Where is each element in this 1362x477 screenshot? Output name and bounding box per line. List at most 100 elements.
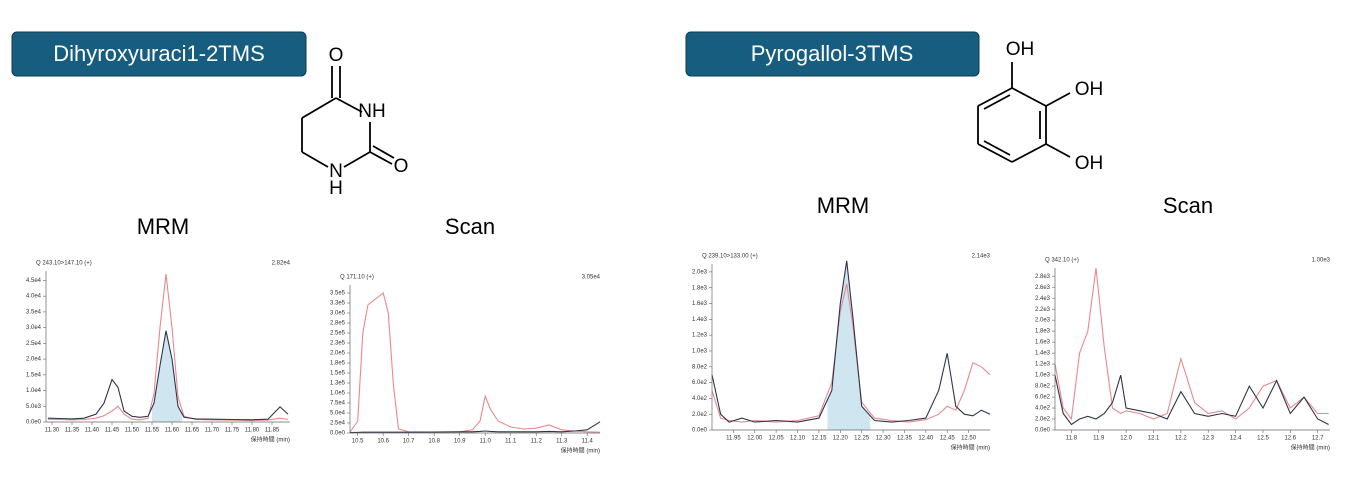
y-tick-label: 2.5e4	[330, 421, 346, 427]
y-tick-label: 1.2e3	[692, 333, 708, 339]
y-tick-label: 2.0e4	[26, 357, 42, 363]
y-tick-label: 2.5e4	[26, 341, 42, 347]
y-tick-label: 4.0e2	[692, 396, 708, 402]
x-tick-label: 12.5	[1257, 436, 1269, 442]
y-tick-label: 1.0e3	[1035, 373, 1051, 379]
y-tick-label: 2.4e3	[1035, 296, 1051, 302]
y-tick-label: 6.0e2	[692, 380, 708, 386]
x-tick-label: 12.4	[1230, 436, 1242, 442]
compound-label-box	[685, 31, 980, 77]
y-tick-label: 4.5e4	[26, 278, 42, 284]
atom: OH	[1075, 153, 1104, 174]
x-tick-label: 12.50	[961, 436, 977, 442]
x-tick-label: 11.95	[726, 436, 741, 442]
x-tick-label: 11.30	[45, 428, 60, 434]
compound-label-box	[11, 31, 307, 77]
y-tick-label: 2.0e2	[1035, 417, 1051, 423]
x-tick-label: 11.8	[1066, 436, 1078, 442]
x-tick-label: 11.4	[582, 439, 594, 445]
y-tick-label: 1.0e5	[330, 391, 346, 397]
y-tick-label: 2.5e5	[330, 331, 346, 337]
trace	[711, 260, 991, 423]
compound-name: Pyrogallol-3TMS	[751, 41, 914, 66]
x-tick-label: 11.9	[1093, 436, 1105, 442]
atom: N	[329, 161, 343, 182]
y-tick-label: 7.5e4	[330, 401, 346, 407]
x-tick-label: 12.7	[1312, 436, 1324, 442]
y-tick-label: 1.5e4	[26, 372, 42, 378]
y-tick-label: 1.0e4	[26, 388, 42, 394]
x-tick-label: 11.35	[65, 428, 80, 434]
x-tick-label: 12.2	[1175, 436, 1187, 442]
y-tick-label: 2.2e3	[1035, 307, 1051, 313]
atom: O	[329, 45, 344, 66]
ion-label: Q 243.10>147.10 (+)	[36, 261, 92, 267]
x-tick-label: 11.1	[505, 439, 517, 445]
trace	[1054, 374, 1329, 426]
molecule: O NH O N H	[301, 45, 408, 199]
y-tick-label: 1.8e5	[330, 361, 346, 367]
ion-label: Q 342.10 (+)	[1045, 258, 1079, 264]
y-tick-label: 3.0e5	[330, 311, 346, 317]
x-tick-label: 11.70	[205, 428, 220, 434]
y-tick-label: 1.2e3	[1035, 362, 1051, 368]
x-tick-label: 11.75	[225, 428, 240, 434]
x-tick-label: 12.6	[1284, 436, 1296, 442]
trace	[1054, 267, 1329, 421]
trace	[349, 421, 601, 434]
x-tick-label: 12.1	[1148, 436, 1160, 442]
x-tick-label: 10.5	[352, 439, 364, 445]
ion-label: Q 171.10 (+)	[340, 275, 374, 281]
trace	[349, 292, 601, 433]
x-tick-label: 12.25	[854, 436, 870, 442]
y-tick-label: 0.0e0	[692, 428, 708, 434]
x-tick-label: 11.0	[480, 439, 492, 445]
atom: H	[329, 178, 343, 199]
x-tick-label: 11.2	[531, 439, 543, 445]
x-tick-label: 11.45	[105, 428, 120, 434]
max-intensity: 3.05e4	[582, 275, 601, 281]
y-tick-label: 5.0e4	[330, 411, 346, 417]
x-tick-label: 10.7	[403, 439, 415, 445]
x-tick-label: 11.80	[245, 428, 260, 434]
y-tick-label: 3.0e4	[26, 325, 42, 331]
y-tick-label: 4.0e2	[1035, 406, 1051, 412]
y-tick-label: 3.5e4	[26, 309, 42, 315]
x-axis-label: 保持時間 (min)	[251, 436, 290, 444]
y-tick-label: 3.5e5	[330, 291, 346, 297]
x-tick-label: 10.9	[454, 439, 466, 445]
y-tick-label: 2.8e5	[330, 321, 346, 327]
x-tick-label: 12.0	[1120, 436, 1132, 442]
y-tick-label: 1.5e5	[330, 371, 346, 377]
integrated-area	[152, 330, 182, 422]
y-tick-label: 1.8e3	[692, 285, 708, 291]
y-tick-label: 2.0e5	[330, 351, 346, 357]
y-tick-label: 1.3e5	[330, 381, 346, 387]
y-tick-label: 2.0e3	[692, 269, 708, 275]
y-tick-label: 0.0e0	[26, 420, 42, 426]
mode-label: MRM	[817, 193, 870, 218]
y-tick-label: 4.0e4	[26, 294, 42, 300]
x-tick-label: 11.85	[265, 428, 280, 434]
x-tick-label: 11.60	[165, 428, 180, 434]
x-tick-label: 11.55	[145, 428, 160, 434]
x-tick-label: 11.40	[85, 428, 100, 434]
x-tick-label: 12.40	[918, 436, 934, 442]
y-tick-label: 1.8e3	[1035, 329, 1051, 335]
x-axis-label: 保持時間 (min)	[951, 444, 990, 452]
y-tick-label: 6.0e2	[1035, 395, 1051, 401]
y-tick-label: 8.0e2	[1035, 384, 1051, 390]
y-tick-label: 1.6e3	[692, 301, 708, 307]
x-tick-label: 12.10	[790, 436, 806, 442]
y-tick-label: 0.0e0	[330, 431, 346, 437]
x-tick-label: 12.20	[833, 436, 849, 442]
y-tick-label: 2.8e3	[1035, 274, 1051, 280]
mode-label: Scan	[445, 214, 495, 239]
x-axis-label: 保持時間 (min)	[1291, 444, 1330, 452]
trace	[47, 330, 289, 421]
x-tick-label: 11.50	[125, 428, 140, 434]
y-tick-label: 1.4e3	[692, 317, 708, 323]
x-tick-label: 12.15	[811, 436, 827, 442]
x-tick-label: 12.3	[1202, 436, 1214, 442]
